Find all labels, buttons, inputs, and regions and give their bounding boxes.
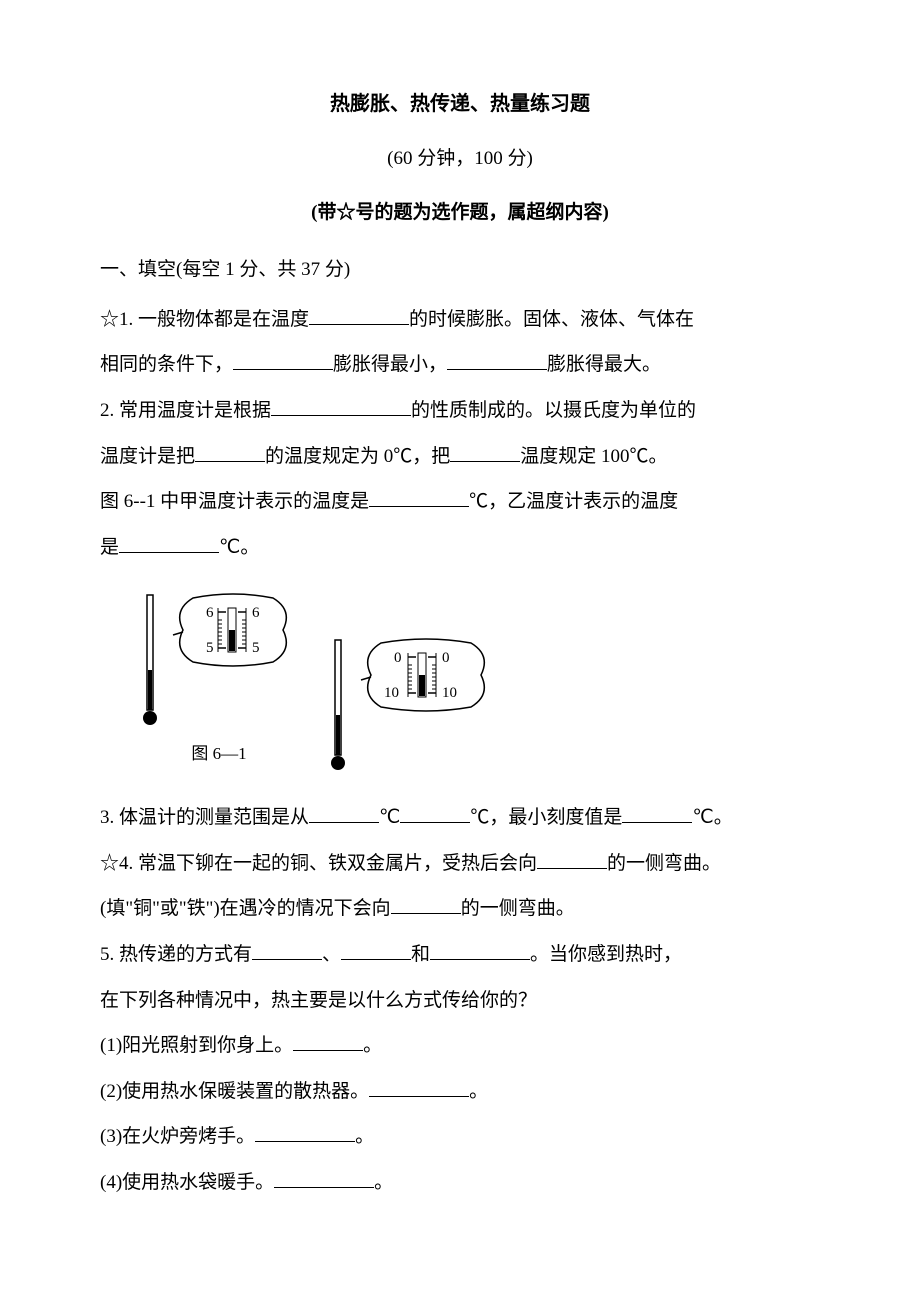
period: 。	[363, 1035, 382, 1056]
blank	[400, 803, 470, 823]
question-2-line2: 温度计是把 的温度规定为 0℃，把 温度规定 100℃。	[100, 434, 820, 480]
blank	[341, 940, 411, 960]
question-3: 3. 体温计的测量范围是从 ℃ ℃，最小刻度值是 ℃。	[100, 795, 820, 841]
question-2-line3: 图 6--1 中甲温度计表示的温度是 ℃，乙温度计表示的温度	[100, 479, 820, 525]
period: 。	[469, 1081, 488, 1102]
thermo1-bot-right: 5	[252, 640, 260, 656]
q5-sub1-text: (1)阳光照射到你身上。	[100, 1035, 293, 1056]
blank	[369, 487, 469, 507]
question-5-sub3: (3)在火炉旁烤手。 。	[100, 1114, 820, 1160]
q3-text-4: ℃。	[692, 807, 732, 828]
thermometer-2-group: 0	[328, 635, 496, 775]
blank	[622, 803, 692, 823]
page-subtitle: (60 分钟，100 分)	[100, 136, 820, 182]
q2-text-1: 2. 常用温度计是根据	[100, 400, 271, 421]
q2-text-5: 温度规定 100℃。	[520, 446, 667, 467]
section-1-heading: 一、填空(每空 1 分、共 37 分)	[100, 247, 820, 293]
thermo2-top-right: 0	[442, 650, 450, 666]
thermometer-1-icon	[140, 590, 160, 730]
blank	[537, 849, 607, 869]
figure-label: 图 6—1	[140, 734, 298, 775]
q4-text-3: (填"铜"或"铁")在遇冷的情况下会向	[100, 898, 391, 919]
figure-6-1: 6	[140, 590, 820, 775]
q1-text-1: ☆1. 一般物体都是在温度	[100, 309, 309, 330]
question-1: ☆1. 一般物体都是在温度 的时候膨胀。固体、液体、气体在	[100, 297, 820, 343]
thermo2-bot-left: 10	[384, 685, 399, 701]
blank	[252, 940, 322, 960]
q2-text-2: 的性质制成的。以摄氏度为单位的	[411, 400, 696, 421]
thermometer-1-bubble: 6	[168, 590, 298, 670]
question-5-sub2: (2)使用热水保暖装置的散热器。 。	[100, 1069, 820, 1115]
thermo1-top-right: 6	[252, 605, 260, 621]
question-5: 5. 热传递的方式有 、 和 。当你感到热时，	[100, 932, 820, 978]
blank	[274, 1168, 374, 1188]
q2-text-9: ℃。	[219, 537, 259, 558]
q2-text-3: 温度计是把	[100, 446, 195, 467]
question-4-line2: (填"铜"或"铁")在遇冷的情况下会向 的一侧弯曲。	[100, 886, 820, 932]
blank	[255, 1122, 355, 1142]
period: 。	[374, 1172, 393, 1193]
q3-text-1: 3. 体温计的测量范围是从	[100, 807, 309, 828]
page-note: (带☆号的题为选作题，属超纲内容)	[100, 190, 820, 236]
question-1-line2: 相同的条件下， 膨胀得最小， 膨胀得最大。	[100, 342, 820, 388]
q1-text-4: 膨胀得最小，	[333, 354, 447, 375]
blank	[233, 350, 333, 370]
blank	[369, 1077, 469, 1097]
q5-text-5: 在下列各种情况中，热主要是以什么方式传给你的？	[100, 990, 537, 1011]
blank	[447, 350, 547, 370]
q1-text-3: 相同的条件下，	[100, 354, 233, 375]
thermo2-bot-right: 10	[442, 685, 457, 701]
q4-text-2: 的一侧弯曲。	[607, 853, 721, 874]
q3-text-2: ℃	[379, 807, 400, 828]
thermometer-2-icon	[328, 635, 348, 775]
q5-sub4-text: (4)使用热水袋暖手。	[100, 1172, 274, 1193]
question-5-sub4: (4)使用热水袋暖手。 。	[100, 1160, 820, 1206]
q2-text-6: 图 6--1 中甲温度计表示的温度是	[100, 491, 369, 512]
thermo1-top-left: 6	[206, 605, 214, 621]
q5-text-4: 。当你感到热时，	[530, 944, 682, 965]
blank	[119, 533, 219, 553]
blank	[309, 803, 379, 823]
blank	[430, 940, 530, 960]
thermometer-1-group: 6	[140, 590, 298, 775]
q5-sub2-text: (2)使用热水保暖装置的散热器。	[100, 1081, 369, 1102]
blank	[293, 1031, 363, 1051]
q3-text-3: ℃，最小刻度值是	[470, 807, 622, 828]
q1-text-5: 膨胀得最大。	[547, 354, 661, 375]
period: 。	[355, 1126, 374, 1147]
q2-text-4: 的温度规定为 0℃，把	[265, 446, 450, 467]
q2-text-8: 是	[100, 537, 119, 558]
blank	[271, 396, 411, 416]
page-title: 热膨胀、热传递、热量练习题	[100, 80, 820, 128]
q4-text-1: ☆4. 常温下铆在一起的铜、铁双金属片，受热后会向	[100, 853, 537, 874]
question-2: 2. 常用温度计是根据 的性质制成的。以摄氏度为单位的	[100, 388, 820, 434]
blank	[195, 442, 265, 462]
blank	[309, 305, 409, 325]
q5-text-1: 5. 热传递的方式有	[100, 944, 252, 965]
q1-text-2: 的时候膨胀。固体、液体、气体在	[409, 309, 694, 330]
blank	[391, 894, 461, 914]
question-5-line2: 在下列各种情况中，热主要是以什么方式传给你的？	[100, 978, 820, 1024]
thermometer-2-bubble: 0	[356, 635, 496, 715]
q4-text-4: 的一侧弯曲。	[461, 898, 575, 919]
q5-sub3-text: (3)在火炉旁烤手。	[100, 1126, 255, 1147]
question-5-sub1: (1)阳光照射到你身上。 。	[100, 1023, 820, 1069]
q5-text-3: 和	[411, 944, 430, 965]
question-4: ☆4. 常温下铆在一起的铜、铁双金属片，受热后会向 的一侧弯曲。	[100, 841, 820, 887]
thermo1-bot-left: 5	[206, 640, 214, 656]
thermo2-top-left: 0	[394, 650, 402, 666]
q2-text-7: ℃，乙温度计表示的温度	[469, 491, 678, 512]
blank	[450, 442, 520, 462]
question-2-line4: 是 ℃。	[100, 525, 820, 571]
q5-text-2: 、	[322, 944, 341, 965]
